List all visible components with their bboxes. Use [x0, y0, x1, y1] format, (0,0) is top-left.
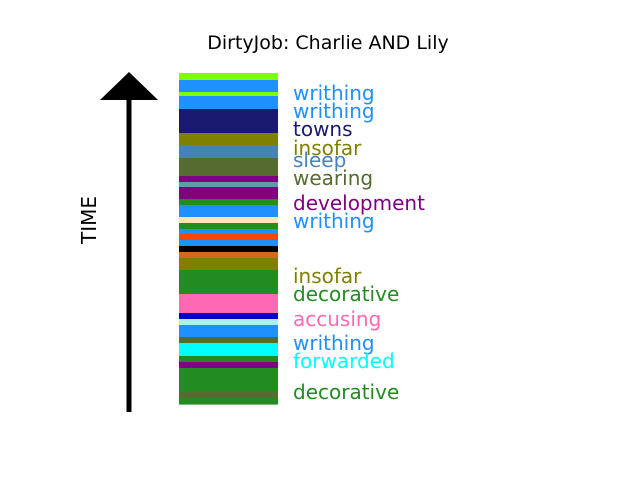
bar-segment	[179, 270, 278, 295]
bar-segment	[179, 337, 278, 344]
bar-segment	[179, 133, 278, 146]
bar-segment	[179, 109, 278, 134]
bar-segment	[179, 96, 278, 110]
bar-segment	[179, 158, 278, 177]
bar-segment	[179, 92, 278, 97]
bar-segment	[179, 368, 278, 393]
bar-segment	[179, 313, 278, 320]
y-axis-label: TIME	[77, 196, 101, 245]
time-arrow	[100, 72, 158, 412]
word-label: accusing	[293, 307, 381, 331]
word-label: decorative	[293, 380, 399, 404]
word-label: writhing	[293, 209, 375, 233]
bar-segment	[179, 362, 278, 369]
bar-segment	[179, 145, 278, 159]
bar-segment	[179, 319, 278, 326]
bar-segment	[179, 176, 278, 183]
word-label: writhing	[293, 331, 375, 355]
bar-segment	[179, 356, 278, 363]
bar-segment	[179, 217, 278, 224]
word-labels: writhingwrithingtownsinsofarsleepwearing…	[293, 81, 425, 404]
word-label: insofar	[293, 136, 362, 160]
bar-segment	[179, 325, 278, 338]
bar-segment	[179, 229, 278, 235]
bar-segment	[179, 205, 278, 218]
bar-segment	[179, 246, 278, 253]
bar-segment	[179, 234, 278, 241]
bar-segment	[179, 80, 278, 93]
bar-segment	[179, 199, 278, 206]
word-label: insofar	[293, 264, 362, 288]
bar-segment	[179, 182, 278, 188]
word-label: development	[293, 191, 425, 215]
bar-segment	[179, 398, 278, 405]
bar-segment	[179, 223, 278, 230]
word-label: forwarded	[293, 349, 395, 373]
bar-segment	[179, 392, 278, 399]
bar-segment	[179, 73, 278, 81]
word-label: writhing	[293, 81, 375, 105]
bar-segment	[179, 343, 278, 357]
bar-segment	[179, 240, 278, 247]
bar-segment	[179, 187, 278, 200]
bar-segment	[179, 294, 278, 314]
word-label: towns	[293, 117, 353, 141]
word-label: decorative	[293, 282, 399, 306]
chart-title: DirtyJob: Charlie AND Lily	[207, 32, 448, 54]
word-label: sleep	[293, 148, 346, 172]
stacked-bar	[179, 73, 278, 405]
bar-segment	[179, 258, 278, 271]
time-arrow-head	[100, 72, 158, 100]
word-label: writhing	[293, 99, 375, 123]
bar-segment	[179, 252, 278, 259]
word-label: wearing	[293, 166, 373, 190]
